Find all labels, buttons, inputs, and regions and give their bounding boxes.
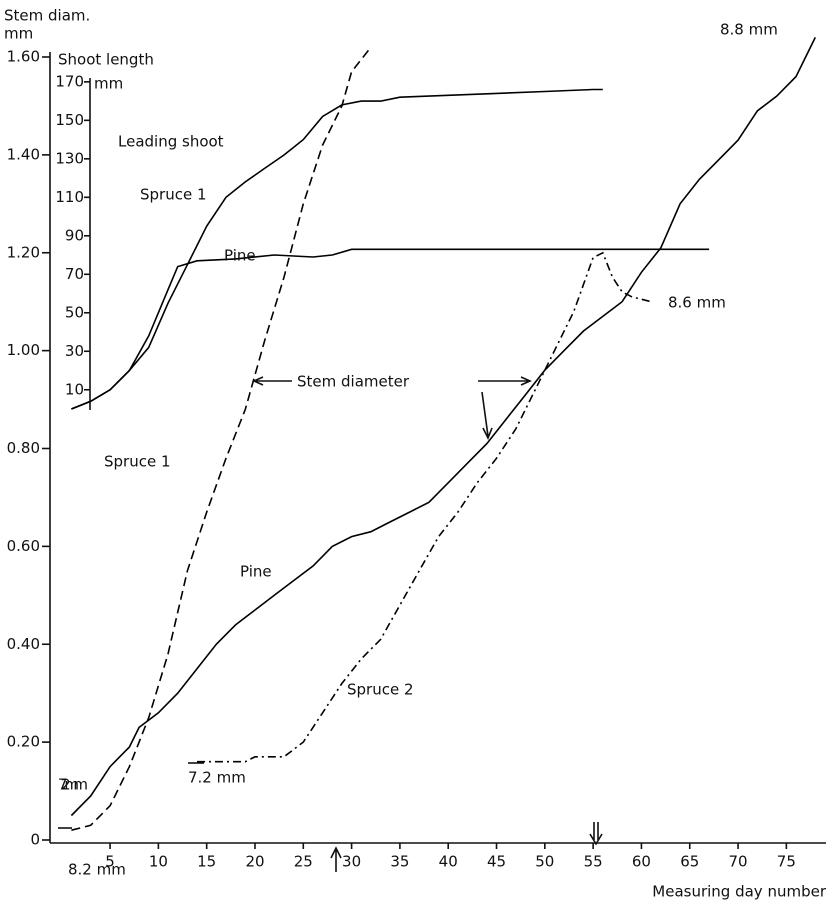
y2-tick-label: 30 — [65, 342, 84, 360]
y-tick-label: 0 — [30, 831, 40, 849]
y2-tick-label: 90 — [65, 226, 84, 244]
y2-tick-label: 130 — [55, 149, 84, 167]
y-tick-label: 1.40 — [7, 145, 40, 163]
y2-tick-label: 170 — [55, 72, 84, 90]
y-axis-unit: mm — [4, 25, 33, 43]
y-axis-label: Stem diam. — [4, 7, 90, 25]
y2-tick-label: 70 — [65, 265, 84, 283]
x-tick-label: 30 — [342, 853, 361, 871]
x-axis-label: Measuring day number — [652, 883, 827, 901]
x-tick-label: 35 — [390, 853, 409, 871]
arrow — [589, 822, 603, 846]
series-line — [197, 251, 652, 763]
series-line — [71, 88, 603, 410]
x-tick-label: 15 — [197, 853, 216, 871]
pointer — [252, 376, 292, 386]
y2-axis-unit: mm — [94, 75, 123, 93]
x-tick-label: 60 — [632, 853, 651, 871]
x-tick-label: 10 — [149, 853, 168, 871]
y-tick-label: 0.60 — [7, 537, 40, 555]
series-label: Spruce 2 — [347, 681, 414, 699]
series-label: Pine — [224, 247, 256, 265]
y2-tick-label: 150 — [55, 111, 84, 129]
y-tick-label: 0.80 — [7, 439, 40, 457]
series-label: Pine — [240, 563, 272, 581]
series-line — [71, 46, 372, 831]
y-tick-label: 0.20 — [7, 733, 40, 751]
x-tick-label: 40 — [439, 853, 458, 871]
series-label: Spruce 1 — [104, 453, 171, 471]
series-label: Spruce 1 — [140, 186, 207, 204]
x-tick-label: 55 — [584, 853, 603, 871]
x-tick-label: 50 — [535, 853, 554, 871]
annotation: Stem diameter — [297, 373, 410, 391]
series-line — [70, 37, 817, 817]
pointer — [478, 376, 532, 386]
x-tick-label: 25 — [294, 853, 313, 871]
y-tick-label: 1.00 — [7, 341, 40, 359]
y2-axis-label: Shoot length — [58, 51, 154, 69]
x-tick-label: 70 — [729, 853, 748, 871]
annotation: 7.2 mm — [58, 776, 88, 794]
annotation: 8.6 mm — [668, 294, 726, 312]
annotation: 8.8 mm — [720, 21, 778, 39]
y-tick-label: 1.60 — [7, 48, 40, 66]
arrow — [330, 846, 342, 872]
annotation: Leading shoot — [118, 133, 224, 151]
y-tick-label: 0.40 — [7, 635, 40, 653]
y2-tick-label: 10 — [65, 380, 84, 398]
y2-tick-label: 110 — [55, 188, 84, 206]
annotation: 7.2 mm — [188, 769, 246, 787]
pointer — [481, 391, 493, 440]
x-tick-label: 75 — [777, 853, 796, 871]
annotation: 8.2 mm — [68, 861, 126, 879]
x-tick-label: 65 — [680, 853, 699, 871]
y-tick-label: 1.20 — [7, 243, 40, 261]
x-tick-label: 5 — [105, 853, 115, 871]
y2-tick-label: 50 — [65, 303, 84, 321]
x-tick-label: 20 — [245, 853, 264, 871]
x-tick-label: 45 — [487, 853, 506, 871]
